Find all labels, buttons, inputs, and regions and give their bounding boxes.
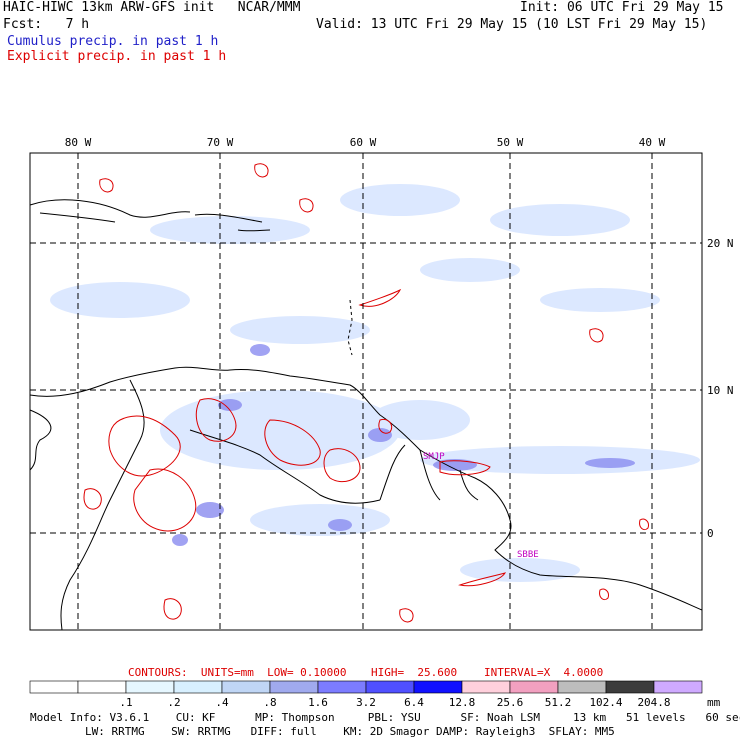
- colorbar-swatch: [77, 680, 127, 694]
- colorbar-tick-label: 204.8: [637, 696, 671, 709]
- contour-high: HIGH= 25.600: [371, 666, 458, 679]
- lon-label-50w: 50 W: [497, 136, 524, 149]
- contour: [439, 460, 491, 476]
- coastline-hispaniola: [194, 213, 271, 232]
- precip-area: [150, 216, 310, 244]
- cumulus-precip-shading: [50, 184, 700, 582]
- lon-label-60w: 60 W: [350, 136, 377, 149]
- contour-info: CONTOURS: UNITS=mm LOW= 0.10000: [128, 666, 347, 679]
- precip-area: [420, 258, 520, 282]
- explicit-precip-contours: [83, 163, 649, 623]
- lat-label-20n: 20 N: [707, 237, 734, 250]
- colorbar-swatch: [605, 680, 655, 694]
- lat-label-10n: 10 N: [707, 384, 734, 397]
- contour: [358, 288, 402, 307]
- init-time: Init: 06 UTC Fri 29 May 15: [520, 0, 724, 15]
- contour: [264, 419, 321, 466]
- precip-area: [433, 459, 477, 471]
- colorbar-tick-label: .2: [167, 696, 181, 709]
- precip-area: [250, 504, 390, 536]
- colorbar-tick-label: 6.4: [404, 696, 424, 709]
- contour: [323, 448, 361, 483]
- precip-area: [585, 458, 635, 468]
- station-label-smjp: SMJP: [423, 452, 445, 462]
- precip-area: [328, 519, 352, 531]
- precip-area: [460, 558, 580, 582]
- lon-label-70w: 70 W: [207, 136, 234, 149]
- model-info-line2: LW: RRTMG SW: RRTMG DIFF: full KM: 2D Sm…: [85, 725, 615, 738]
- precip-area: [218, 399, 242, 411]
- precip-area: [370, 400, 470, 440]
- contour: [163, 598, 182, 620]
- lat-label-0: 0: [707, 527, 714, 540]
- colorbar-tick-label: .4: [215, 696, 229, 709]
- lon-label-80w: 80 W: [65, 136, 92, 149]
- colorbar-tick-label: 1.6: [308, 696, 328, 709]
- colorbar-swatch: [29, 680, 79, 694]
- colorbar-unit: mm: [707, 696, 721, 709]
- colorbar-tick-label: 25.6: [496, 696, 524, 709]
- colorbar-tick-label: 51.2: [544, 696, 572, 709]
- boundary-venezuela: [189, 429, 381, 504]
- colorbar-tick-label: .1: [119, 696, 133, 709]
- contour: [133, 468, 197, 532]
- cumulus-precip-moderate: [172, 344, 635, 546]
- precip-area: [540, 288, 660, 312]
- contour: [378, 418, 393, 434]
- colorbar-swatch: [365, 680, 415, 694]
- colorbar-swatch: [317, 680, 367, 694]
- colorbar-swatch: [125, 680, 175, 694]
- precip-area: [250, 344, 270, 356]
- model-info-line1: Model Info: V3.6.1 CU: KF MP: Thompson P…: [30, 711, 740, 724]
- contour: [399, 572, 507, 623]
- coastline-south-america: [29, 366, 703, 611]
- colorbar-swatch: [221, 680, 271, 694]
- coastlines: [29, 199, 703, 631]
- coastline-central-america: [29, 409, 52, 471]
- coastline-cuba: [29, 199, 191, 223]
- contour: [589, 328, 649, 601]
- precip-area: [160, 390, 400, 470]
- graticule: [30, 153, 702, 630]
- precip-area: [172, 534, 188, 546]
- colorbar-swatch: [173, 680, 223, 694]
- lon-label-40w: 40 W: [639, 136, 666, 149]
- precip-area: [368, 428, 392, 442]
- colorbar-tick-label: 102.4: [589, 696, 623, 709]
- colorbar: [29, 680, 703, 694]
- precip-area: [230, 316, 370, 344]
- legend-cumulus: Cumulus precip. in past 1 h: [7, 34, 219, 49]
- colorbar-swatch: [653, 680, 703, 694]
- precip-area: [340, 184, 460, 216]
- plot-title: HAIC-HIWC 13km ARW-GFS init NCAR/MMM: [3, 0, 301, 15]
- coastline-lesser-antilles: [347, 299, 353, 356]
- contour: [195, 398, 237, 442]
- colorbar-swatch: [509, 680, 559, 694]
- legend-explicit: Explicit precip. in past 1 h: [7, 49, 227, 64]
- colorbar-tick-label: 3.2: [356, 696, 376, 709]
- valid-time: Valid: 13 UTC Fri 29 May 15 (10 LST Fri …: [316, 17, 708, 32]
- contour: [108, 415, 181, 477]
- forecast-hour: Fcst: 7 h: [3, 17, 90, 32]
- colorbar-swatch: [269, 680, 319, 694]
- colorbar-swatch: [461, 680, 511, 694]
- colorbar-swatch: [413, 680, 463, 694]
- precip-area: [50, 282, 190, 318]
- contour: [83, 488, 102, 510]
- boundary-colombia: [60, 379, 145, 631]
- station-label-sbbe: SBBE: [517, 550, 539, 560]
- colorbar-tick-label: .8: [263, 696, 277, 709]
- colorbar-swatch: [557, 680, 607, 694]
- precip-area: [196, 502, 224, 518]
- precip-area: [490, 204, 630, 236]
- colorbar-tick-label: 12.8: [448, 696, 476, 709]
- contour: [99, 163, 314, 213]
- contour-interval: INTERVAL=X 4.0000: [484, 666, 604, 679]
